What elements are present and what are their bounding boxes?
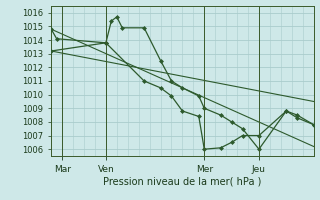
X-axis label: Pression niveau de la mer( hPa ): Pression niveau de la mer( hPa ) xyxy=(103,177,261,187)
